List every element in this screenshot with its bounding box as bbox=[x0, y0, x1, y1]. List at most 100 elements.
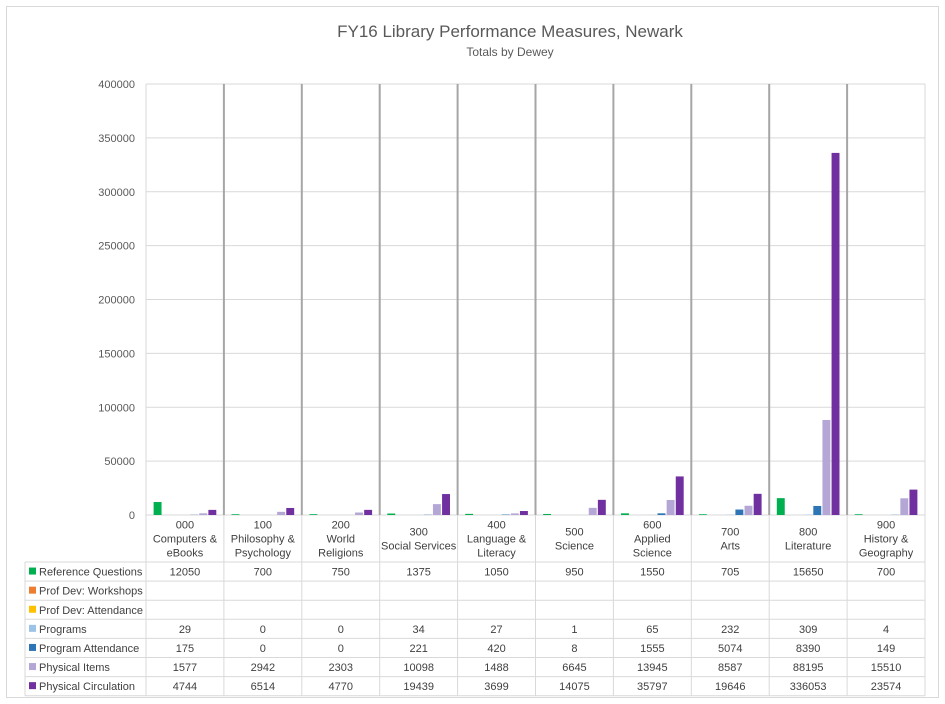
bar bbox=[900, 498, 909, 515]
bar bbox=[199, 513, 208, 515]
y-tick-label: 200000 bbox=[98, 295, 135, 307]
data-label: 232 bbox=[721, 624, 739, 636]
bar bbox=[657, 513, 666, 515]
data-label: 8390 bbox=[796, 643, 820, 655]
category-label: 400 bbox=[487, 520, 505, 532]
bar bbox=[597, 499, 606, 515]
category-label: 300 bbox=[409, 527, 427, 539]
bar bbox=[309, 514, 318, 515]
bar bbox=[813, 505, 822, 515]
chart-subtitle: Totals by Dewey bbox=[466, 45, 553, 59]
data-label: 12050 bbox=[170, 567, 201, 579]
data-label: 0 bbox=[260, 643, 266, 655]
bar bbox=[822, 419, 831, 515]
y-tick-label: 400000 bbox=[98, 79, 135, 91]
category-label: Literature bbox=[785, 541, 831, 553]
bar bbox=[744, 505, 753, 515]
bar bbox=[909, 489, 918, 515]
data-label: 19439 bbox=[403, 681, 434, 693]
data-label: 1555 bbox=[640, 643, 664, 655]
data-label: 4 bbox=[883, 624, 889, 636]
bar bbox=[854, 514, 863, 515]
category-label: Language & bbox=[467, 534, 527, 546]
y-tick-label: 150000 bbox=[98, 348, 135, 360]
bar bbox=[698, 514, 707, 515]
category-label: Computers & bbox=[153, 534, 218, 546]
data-label: 14075 bbox=[559, 681, 590, 693]
data-label: 88195 bbox=[793, 662, 824, 674]
y-tick-label: 250000 bbox=[98, 241, 135, 253]
data-label: 309 bbox=[799, 624, 817, 636]
bar bbox=[208, 509, 217, 515]
data-label: 700 bbox=[877, 567, 895, 579]
bar bbox=[543, 513, 552, 515]
data-label: 35797 bbox=[637, 681, 668, 693]
bar bbox=[753, 493, 762, 515]
chart-frame bbox=[6, 6, 939, 698]
legend-key bbox=[29, 624, 36, 632]
bar bbox=[735, 509, 744, 515]
category-label: Geography bbox=[859, 548, 914, 560]
data-label: 15510 bbox=[871, 662, 902, 674]
data-label: 0 bbox=[338, 624, 344, 636]
bar bbox=[432, 504, 441, 515]
data-label: 420 bbox=[487, 643, 505, 655]
data-label: 1050 bbox=[484, 567, 508, 579]
y-tick-label: 100000 bbox=[98, 402, 135, 414]
data-label: 29 bbox=[179, 624, 191, 636]
category-label: Psychology bbox=[235, 548, 292, 560]
data-label: 0 bbox=[338, 643, 344, 655]
category-label: Social Services bbox=[381, 541, 457, 553]
data-label: 1550 bbox=[640, 567, 664, 579]
category-label: Philosophy & bbox=[231, 534, 296, 546]
legend-key bbox=[29, 586, 36, 594]
data-label: 700 bbox=[254, 567, 272, 579]
data-label: 705 bbox=[721, 567, 739, 579]
bar bbox=[442, 494, 450, 515]
data-label: 8 bbox=[571, 643, 577, 655]
data-label: 221 bbox=[409, 643, 427, 655]
category-label: 500 bbox=[565, 527, 583, 539]
data-label: 750 bbox=[332, 567, 350, 579]
bar bbox=[776, 498, 785, 515]
data-label: 13945 bbox=[637, 662, 668, 674]
bar bbox=[387, 513, 396, 515]
data-label: 10098 bbox=[403, 662, 434, 674]
data-label: 336053 bbox=[790, 681, 827, 693]
bar bbox=[231, 514, 240, 515]
category-label: Religions bbox=[318, 548, 364, 560]
category-label: World bbox=[326, 534, 355, 546]
bar bbox=[277, 511, 286, 515]
y-tick-label: 50000 bbox=[104, 456, 135, 468]
data-label: 4744 bbox=[173, 681, 197, 693]
category-label: Applied bbox=[634, 534, 671, 546]
series-name: Physical Items bbox=[39, 662, 110, 674]
legend-key bbox=[29, 663, 36, 671]
bar bbox=[666, 499, 675, 515]
legend-key bbox=[29, 643, 36, 651]
data-label: 4770 bbox=[329, 681, 353, 693]
series-name: Prof Dev: Attendance bbox=[39, 605, 143, 617]
category-label: History & bbox=[864, 534, 909, 546]
legend-key bbox=[29, 605, 36, 613]
data-label: 34 bbox=[413, 624, 425, 636]
legend-key bbox=[29, 567, 36, 575]
bar bbox=[588, 507, 597, 515]
y-tick-label: 300000 bbox=[98, 187, 135, 199]
series-name: Programs bbox=[39, 624, 87, 636]
category-label: 600 bbox=[643, 520, 661, 532]
series-name: Program Attendance bbox=[39, 643, 139, 655]
bar bbox=[286, 507, 295, 515]
series-name: Prof Dev: Workshops bbox=[39, 586, 143, 598]
data-label: 2942 bbox=[251, 662, 275, 674]
category-label: eBooks bbox=[167, 548, 204, 560]
data-label: 23574 bbox=[871, 681, 902, 693]
category-label: 800 bbox=[799, 527, 817, 539]
category-label: Arts bbox=[720, 541, 740, 553]
bar bbox=[675, 476, 684, 515]
category-label: 000 bbox=[176, 520, 194, 532]
data-label: 1375 bbox=[406, 567, 430, 579]
data-label: 1577 bbox=[173, 662, 197, 674]
series-name: Physical Circulation bbox=[39, 681, 135, 693]
